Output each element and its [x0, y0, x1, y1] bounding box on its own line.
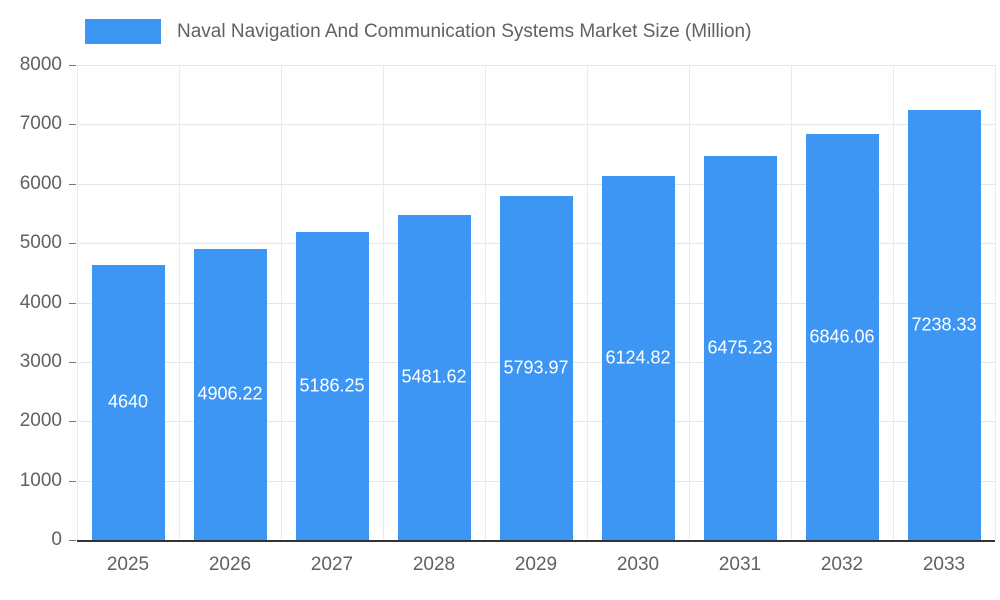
y-axis-tick	[69, 243, 76, 245]
bar-value-label: 4906.22	[197, 383, 263, 404]
v-gridline	[587, 65, 588, 540]
bar-value-label: 7238.33	[911, 314, 977, 335]
y-axis-label: 1000	[19, 469, 62, 491]
legend-swatch	[85, 19, 161, 44]
v-gridline	[689, 65, 690, 540]
bar	[805, 133, 879, 540]
bar	[601, 176, 675, 540]
bar	[499, 195, 573, 540]
v-gridline	[77, 65, 78, 540]
bar-value-label: 5481.62	[401, 366, 467, 387]
y-axis-label: 3000	[19, 350, 62, 372]
h-gridline	[77, 124, 995, 126]
v-gridline	[485, 65, 486, 540]
x-axis-label: 2029	[514, 554, 558, 575]
x-axis-label: 2025	[106, 554, 150, 575]
y-axis-label: 4000	[19, 291, 62, 313]
v-gridline	[179, 65, 180, 540]
v-gridline	[995, 65, 996, 540]
x-axis-label: 2031	[718, 554, 762, 575]
bar	[295, 232, 369, 540]
h-gridline	[77, 183, 995, 185]
x-axis-label: 2033	[922, 554, 966, 575]
chart-title: Naval Navigation And Communication Syste…	[177, 20, 752, 42]
bar	[703, 155, 777, 540]
bar	[907, 110, 981, 540]
bar-value-label: 6124.82	[605, 347, 671, 368]
y-axis-label: 7000	[19, 113, 62, 135]
x-axis-label: 2028	[412, 554, 456, 575]
chart-legend: Naval Navigation And Communication Syste…	[85, 19, 751, 44]
y-axis-label: 0	[51, 529, 62, 550]
bar-value-label: 4640	[107, 391, 149, 412]
y-axis-label: 8000	[19, 54, 62, 75]
bar-value-label: 5793.97	[503, 357, 569, 378]
x-axis-label: 2030	[616, 554, 660, 575]
y-axis-tick	[69, 124, 76, 126]
x-axis-label: 2027	[310, 554, 354, 575]
bar	[397, 214, 471, 540]
y-axis-tick	[69, 480, 76, 482]
h-gridline	[77, 65, 995, 66]
y-axis-tick	[69, 421, 76, 423]
y-axis-tick	[69, 65, 76, 66]
v-gridline	[281, 65, 282, 540]
y-axis-tick	[69, 361, 76, 363]
x-axis-label: 2026	[208, 554, 252, 575]
bar-value-label: 6846.06	[809, 326, 875, 347]
bar	[91, 264, 165, 540]
bar-value-label: 5186.25	[299, 375, 365, 396]
y-axis-label: 5000	[19, 232, 62, 254]
y-axis-tick	[69, 540, 76, 541]
v-gridline	[893, 65, 894, 540]
bar-value-label: 6475.23	[707, 337, 773, 358]
x-axis-line	[77, 540, 995, 542]
bar	[193, 248, 267, 540]
v-gridline	[791, 65, 792, 540]
y-axis-tick	[69, 302, 76, 304]
y-axis-label: 6000	[19, 172, 62, 194]
x-axis-label: 2032	[820, 554, 864, 575]
y-axis-label: 2000	[19, 410, 62, 432]
v-gridline	[383, 65, 384, 540]
y-axis-tick	[69, 183, 76, 185]
